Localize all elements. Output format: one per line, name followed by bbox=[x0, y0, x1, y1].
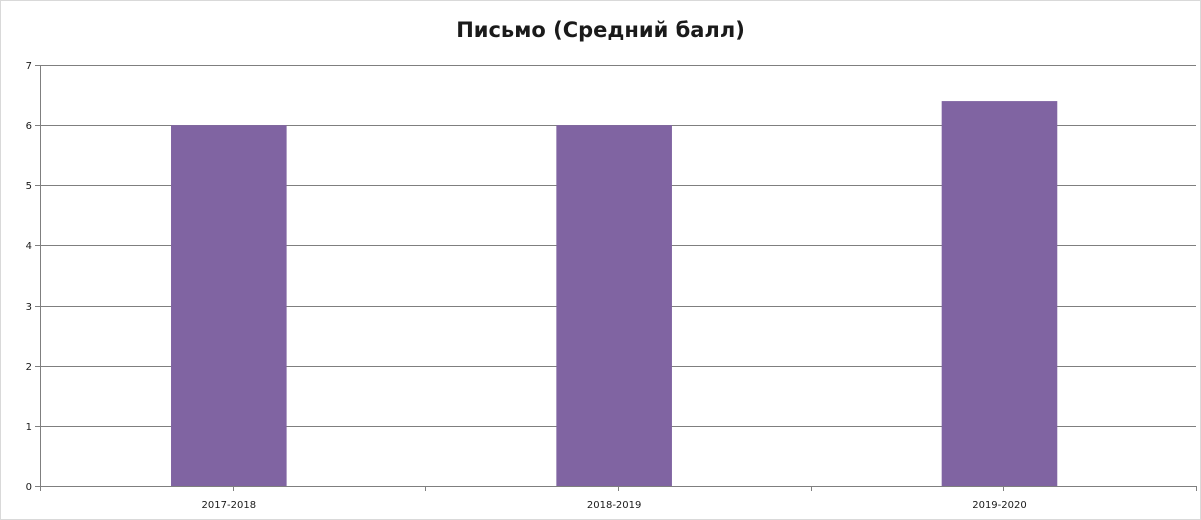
y-tick-label: 0 bbox=[26, 482, 32, 493]
bar-2017-2018 bbox=[171, 125, 287, 487]
bar-2018-2019 bbox=[556, 125, 672, 487]
y-tick-label: 4 bbox=[26, 241, 32, 252]
y-tick-label: 2 bbox=[26, 362, 32, 373]
x-tick-label: 2018-2019 bbox=[587, 500, 642, 511]
x-tick-label: 2019-2020 bbox=[972, 500, 1027, 511]
y-tick-label: 5 bbox=[26, 181, 32, 192]
y-tick-label: 1 bbox=[26, 422, 32, 433]
y-tick-label: 3 bbox=[26, 302, 32, 313]
chart-title: Письмо (Средний балл) bbox=[456, 18, 745, 42]
bars bbox=[171, 101, 1058, 487]
bar-2019-2020 bbox=[941, 101, 1058, 486]
x-tick-label: 2017-2018 bbox=[202, 500, 257, 511]
y-tick-label: 7 bbox=[26, 61, 32, 72]
y-tick-label: 6 bbox=[26, 121, 32, 132]
axes: 0 1 2 3 4 5 6 7 2017-2018 2018-2019 2019-2020 bbox=[26, 61, 1197, 511]
